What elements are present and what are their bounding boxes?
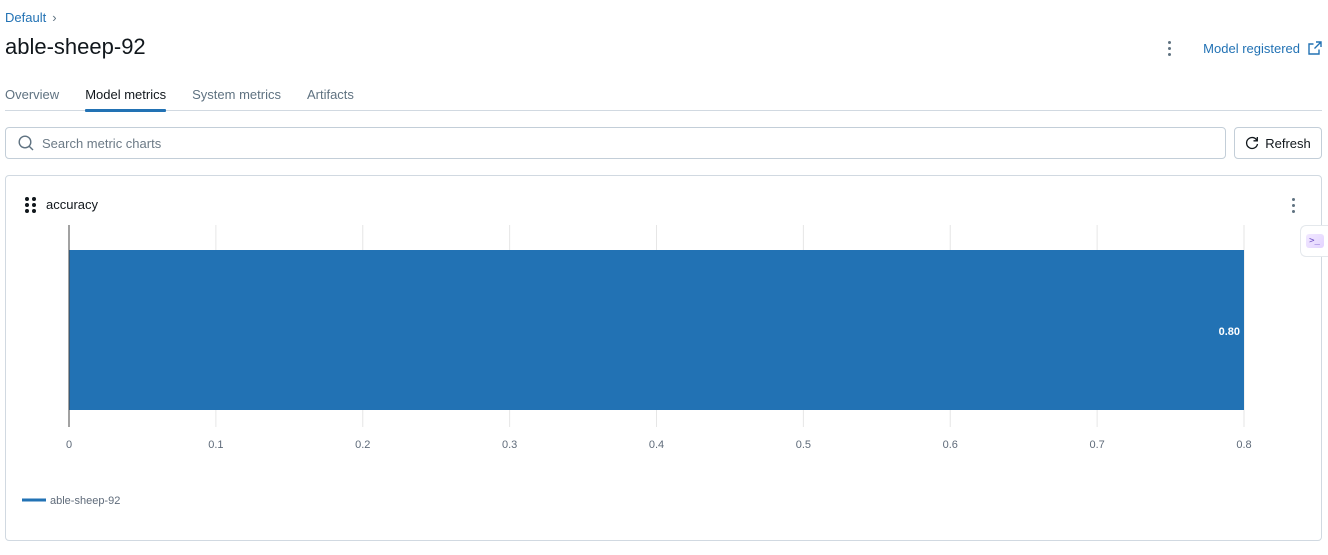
assistant-side-tab[interactable]: >_ xyxy=(1300,225,1328,257)
breadcrumb: Default › xyxy=(5,10,57,25)
x-tick-label: 0.1 xyxy=(208,439,223,451)
breadcrumb-chevron-icon: › xyxy=(52,10,57,25)
x-tick-label: 0 xyxy=(66,439,72,451)
tab-overview[interactable]: Overview xyxy=(5,87,60,102)
bar-able-sheep-92 xyxy=(69,250,1244,410)
tab-bar: Overview Model metrics System metrics Ar… xyxy=(5,87,1322,112)
tab-artifacts[interactable]: Artifacts xyxy=(306,87,354,102)
page-title: able-sheep-92 xyxy=(5,34,146,59)
assistant-icon: >_ xyxy=(1305,234,1324,248)
legend-label: able-sheep-92 xyxy=(50,495,120,507)
tab-model-metrics[interactable]: Model metrics xyxy=(85,87,166,112)
chart-title: accuracy xyxy=(46,197,99,212)
header-actions: Model registered xyxy=(1159,37,1322,59)
refresh-label: Refresh xyxy=(1265,135,1311,151)
x-tick-label: 0.8 xyxy=(1236,439,1251,451)
drag-handle-icon[interactable] xyxy=(25,197,37,213)
kebab-menu-icon[interactable] xyxy=(1159,37,1179,59)
chart-menu-kebab-icon[interactable] xyxy=(1283,194,1303,216)
x-tick-label: 0.4 xyxy=(649,439,664,451)
refresh-icon xyxy=(1246,136,1259,150)
breadcrumb-experiment-link[interactable]: Default xyxy=(5,10,47,25)
external-link-icon xyxy=(1308,41,1322,55)
x-tick-label: 0.5 xyxy=(796,439,811,451)
x-tick-label: 0.2 xyxy=(355,439,370,451)
bar-value-label: 0.80 xyxy=(1219,326,1240,338)
model-registered-label: Model registered xyxy=(1203,40,1300,56)
accuracy-bar-chart: 0 0.1 0.2 0.3 0.4 0.5 0.6 0.7 0.8 0.80 able-sheep-… xyxy=(22,225,1252,507)
tab-system-metrics[interactable]: System metrics xyxy=(192,87,281,102)
search-input[interactable] xyxy=(42,135,1225,151)
search-box xyxy=(5,127,1226,159)
model-registered-link[interactable]: Model registered xyxy=(1203,41,1322,56)
search-icon xyxy=(18,135,34,151)
x-tick-label: 0.7 xyxy=(1089,439,1104,451)
refresh-button[interactable]: Refresh xyxy=(1234,127,1322,159)
x-tick-label: 0.6 xyxy=(943,439,958,451)
x-tick-label: 0.3 xyxy=(502,439,517,451)
metric-chart-card: accuracy 0 0.1 0.2 0.3 0.4 0.5 0.6 0.7 0.8 0.80 ab… xyxy=(5,175,1322,541)
